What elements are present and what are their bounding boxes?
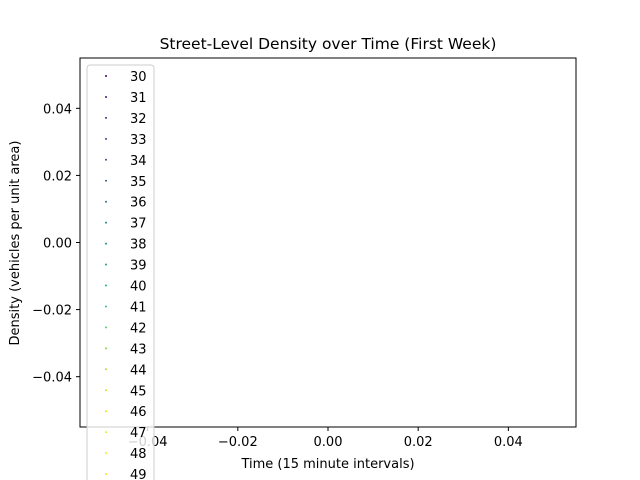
x-tick-label: 0.04 — [494, 435, 523, 450]
legend-label-35: 35 — [130, 175, 147, 190]
legend-label-48: 48 — [130, 447, 147, 462]
x-tick-label: −0.02 — [218, 435, 258, 450]
x-tick-label: 0.00 — [314, 435, 343, 450]
legend-label-39: 39 — [130, 259, 147, 274]
x-tick-label: 0.02 — [404, 435, 433, 450]
legend-marker-38 — [105, 242, 107, 245]
legend-marker-49 — [105, 473, 107, 476]
legend-label-38: 38 — [130, 238, 147, 253]
legend-label-41: 41 — [130, 300, 147, 315]
legend-label-49: 49 — [130, 468, 147, 480]
legend-label-37: 37 — [130, 217, 147, 232]
legend-label-34: 34 — [130, 154, 147, 169]
x-axis-label: Time (15 minute intervals) — [240, 457, 414, 472]
legend-label-42: 42 — [130, 321, 147, 336]
legend-marker-30 — [105, 75, 107, 77]
legend-marker-45 — [105, 389, 107, 392]
legend-label-31: 31 — [130, 91, 147, 106]
legend-marker-33 — [105, 137, 107, 140]
legend-marker-39 — [105, 263, 107, 266]
legend-marker-36 — [105, 200, 107, 203]
y-tick-label: 0.02 — [43, 169, 72, 184]
legend-marker-43 — [105, 347, 107, 350]
chart-title: Street-Level Density over Time (First We… — [160, 35, 497, 53]
legend-marker-32 — [105, 116, 107, 119]
legend: 30 31 32 33 34 35 36 37 38 39 40 41 42 43 44 45 46 47 48 49 — [86, 64, 155, 480]
legend-label-36: 36 — [130, 196, 147, 211]
legend-label-45: 45 — [130, 384, 147, 399]
y-tick-label: −0.04 — [32, 371, 72, 386]
legend-marker-31 — [105, 95, 107, 98]
legend-label-30: 30 — [130, 70, 147, 85]
legend-frame — [86, 64, 155, 480]
legend-entries: 30 31 32 33 34 35 36 37 38 39 40 41 42 43 44 45 46 47 48 49 — [105, 70, 147, 480]
legend-marker-42 — [105, 326, 107, 329]
legend-label-44: 44 — [130, 363, 147, 378]
legend-marker-48 — [105, 452, 107, 455]
plot-area — [79, 57, 577, 428]
legend-label-40: 40 — [130, 280, 147, 295]
legend-label-43: 43 — [130, 342, 147, 357]
legend-label-32: 32 — [130, 112, 147, 127]
legend-marker-37 — [105, 221, 107, 224]
legend-marker-40 — [105, 284, 107, 287]
y-tick-label: −0.02 — [32, 304, 72, 319]
y-tick-label: 0.00 — [43, 237, 72, 252]
legend-marker-44 — [105, 368, 107, 371]
y-axis-ticks: −0.04 −0.02 0.00 0.02 0.04 — [32, 102, 80, 386]
legend-label-47: 47 — [130, 426, 147, 441]
legend-marker-34 — [105, 158, 107, 161]
legend-label-33: 33 — [130, 133, 147, 148]
legend-marker-46 — [105, 410, 107, 413]
legend-marker-41 — [105, 305, 107, 308]
y-axis-label: Density (vehicles per unit area) — [8, 141, 23, 346]
legend-marker-47 — [105, 431, 107, 434]
legend-label-46: 46 — [130, 405, 147, 420]
y-tick-label: 0.04 — [43, 102, 72, 117]
legend-marker-35 — [105, 179, 107, 182]
